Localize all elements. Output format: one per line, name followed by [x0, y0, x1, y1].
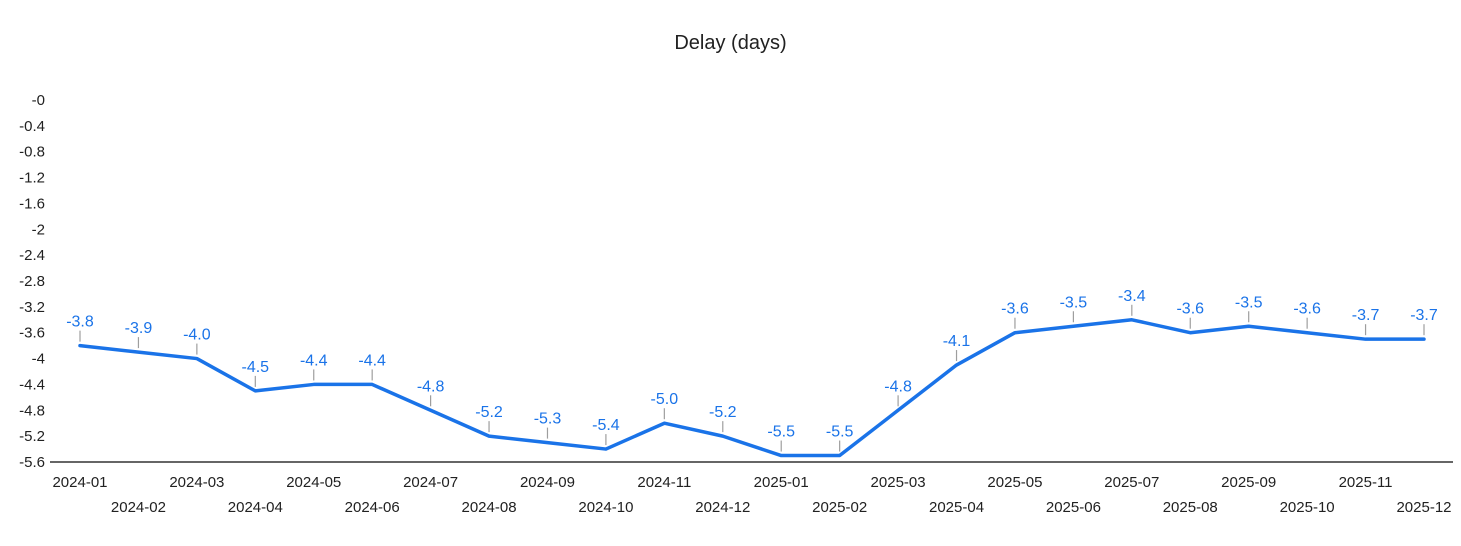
x-axis-tick-label: 2024-02: [111, 499, 166, 516]
x-axis-tick-label: 2025-12: [1396, 499, 1451, 516]
y-axis-tick-label: -4.8: [19, 402, 45, 419]
data-point-label: -5.3: [534, 411, 562, 428]
x-axis-tick-label: 2025-04: [929, 499, 984, 516]
data-point-label: -5.5: [767, 424, 795, 441]
y-axis-tick-label: -0.4: [19, 118, 45, 135]
x-axis-tick-label: 2024-05: [286, 474, 341, 491]
y-axis-tick-label: -1.6: [19, 195, 45, 212]
chart-title: Delay (days): [674, 32, 787, 54]
x-axis-tick-label: 2024-01: [52, 474, 107, 491]
data-point-label: -3.5: [1060, 294, 1088, 311]
data-point-label: -5.2: [475, 404, 503, 421]
data-point-label: -3.4: [1118, 288, 1146, 305]
x-axis-tick-label: 2025-02: [812, 499, 867, 516]
data-point-label: -4.4: [300, 352, 328, 369]
delay-series-line: [78, 318, 1426, 458]
data-point-label: -5.5: [826, 424, 854, 441]
data-point-label: -4.8: [417, 378, 445, 395]
data-point-label: -3.8: [66, 314, 94, 331]
y-axis-tick-label: -2.8: [19, 273, 45, 290]
x-axis-tick-label: 2025-09: [1221, 474, 1276, 491]
y-axis-tick-label: -5.6: [19, 454, 45, 471]
data-point-label: -3.6: [1001, 301, 1029, 318]
data-point-label: -4.5: [242, 359, 270, 376]
data-point-label: -3.7: [1410, 307, 1438, 324]
x-axis-tick-label: 2025-10: [1280, 499, 1335, 516]
y-axis-tick-label: -4: [32, 351, 45, 368]
x-axis-tick-label: 2024-06: [345, 499, 400, 516]
x-axis-tick-label: 2024-10: [578, 499, 633, 516]
y-axis-tick-label: -1.2: [19, 170, 45, 187]
data-point-label: -3.5: [1235, 294, 1263, 311]
x-axis-tick-label: 2024-11: [637, 474, 691, 491]
data-point-label: -3.6: [1293, 301, 1321, 318]
x-axis-tick-label: 2024-04: [228, 499, 283, 516]
x-axis-tick-label: 2025-03: [871, 474, 926, 491]
y-axis-tick-label: -3.2: [19, 299, 45, 316]
data-point-label: -5.4: [592, 417, 620, 434]
data-point-label: -4.8: [884, 378, 912, 395]
x-axis-tick-label: 2024-12: [695, 499, 750, 516]
x-axis-tick-label: 2025-01: [754, 474, 809, 491]
data-point-label: -3.9: [125, 320, 153, 337]
data-point-label: -4.1: [943, 333, 971, 350]
x-axis-tick-label: 2024-03: [169, 474, 224, 491]
data-point-label: -3.6: [1176, 301, 1204, 318]
x-axis-tick-label: 2024-09: [520, 474, 575, 491]
data-point-label: -4.0: [183, 327, 211, 344]
x-axis-tick-label: 2025-05: [987, 474, 1042, 491]
data-point-label: -5.2: [709, 404, 737, 421]
y-axis-tick-label: -2: [32, 221, 45, 238]
x-axis-tick-label: 2025-06: [1046, 499, 1101, 516]
data-point-label: -3.7: [1352, 307, 1380, 324]
y-axis-tick-label: -4.4: [19, 376, 45, 393]
x-axis-tick-label: 2024-08: [462, 499, 517, 516]
x-axis-tick-label: 2024-07: [403, 474, 458, 491]
x-axis-tick-label: 2025-08: [1163, 499, 1218, 516]
x-axis-tick-label: 2025-07: [1104, 474, 1159, 491]
y-axis-tick-label: -0: [32, 92, 45, 109]
y-axis-tick-label: -3.6: [19, 325, 45, 342]
y-axis-tick-label: -5.2: [19, 428, 45, 445]
data-point-label: -4.4: [358, 352, 386, 369]
y-axis-tick-label: -2.4: [19, 247, 45, 264]
data-point-label: -5.0: [651, 391, 679, 408]
y-axis-tick-label: -0.8: [19, 144, 45, 161]
x-axis-tick-label: 2025-11: [1339, 474, 1393, 491]
